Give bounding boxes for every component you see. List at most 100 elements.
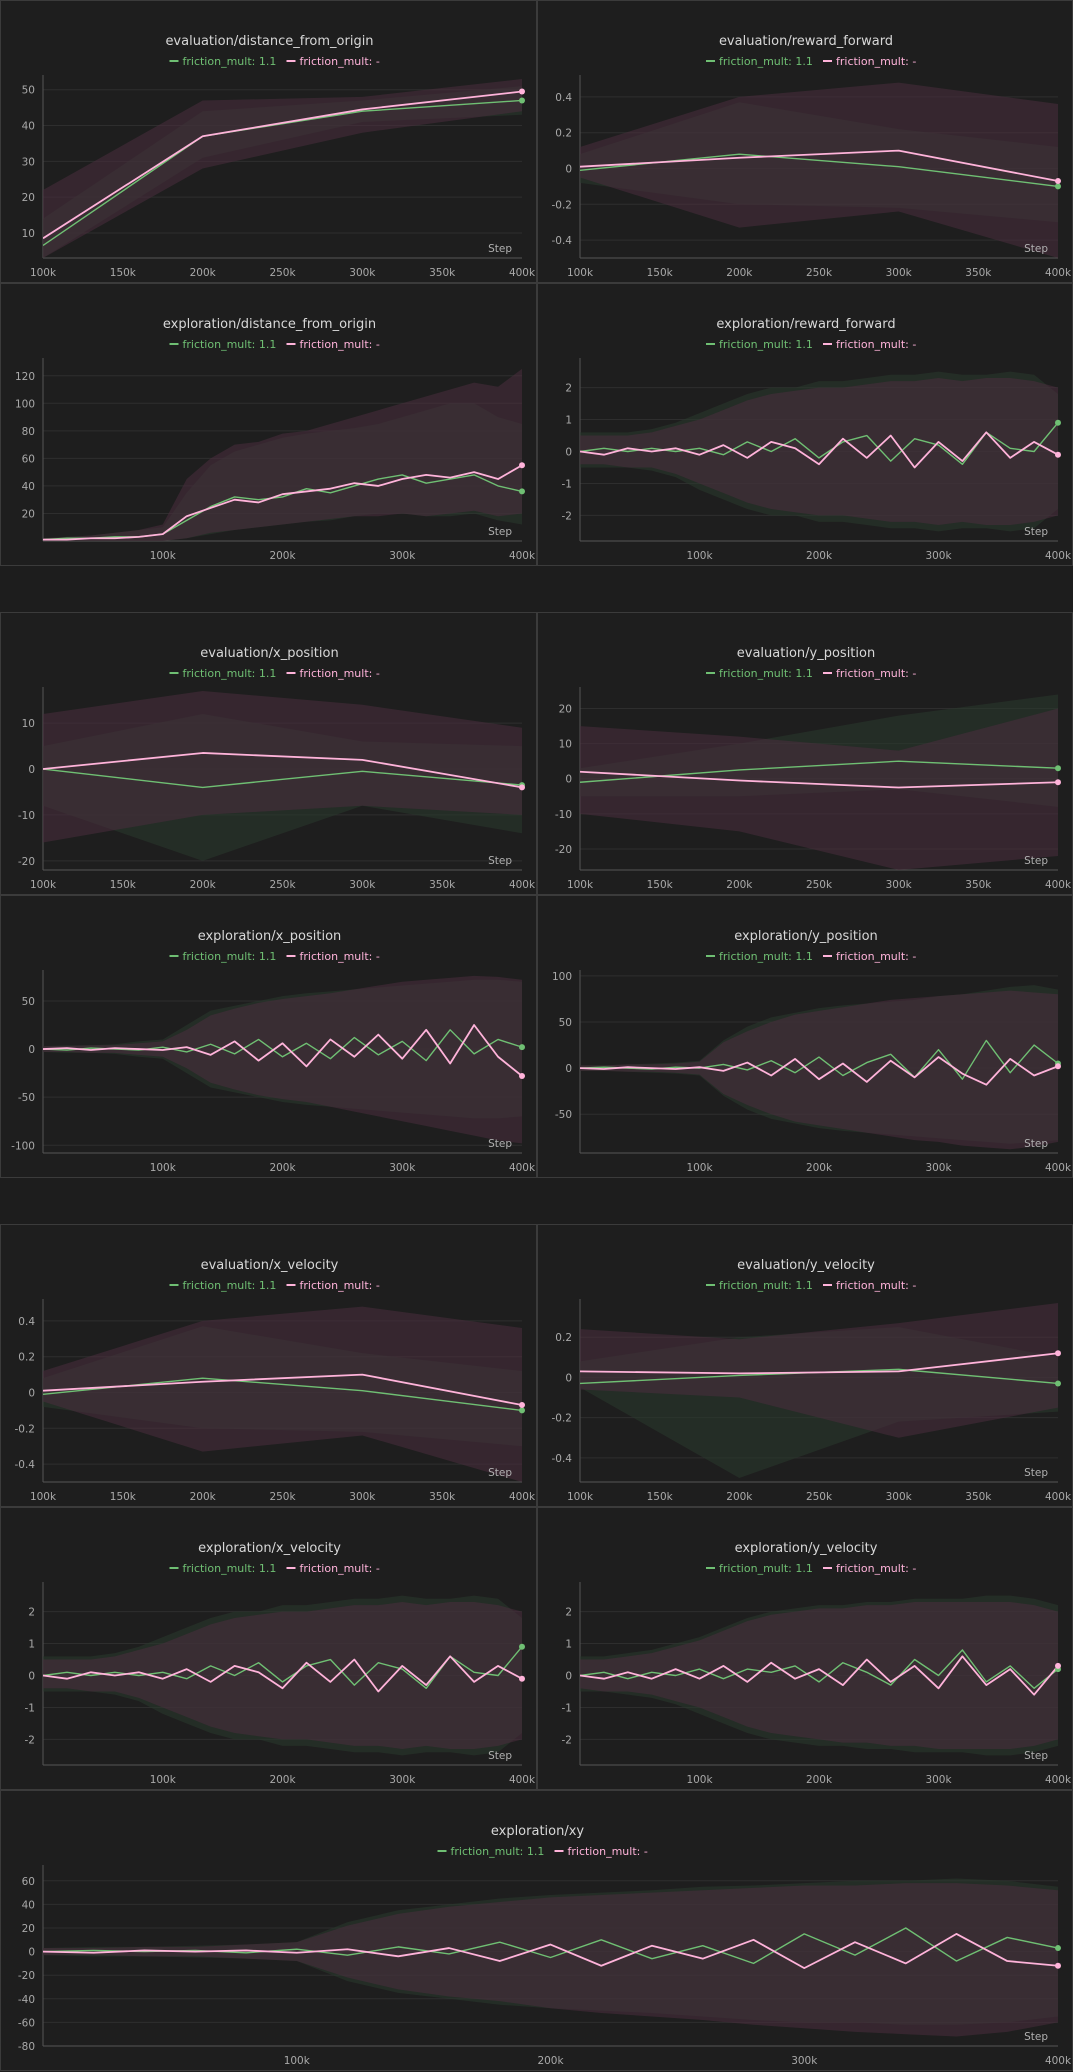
y-tick-label: 0 <box>28 1388 35 1400</box>
series-line-pink[interactable] <box>43 1024 523 1077</box>
chart-svg: exploration/x_position friction_mult: 1.1… <box>11 929 536 1174</box>
legend: friction_mult: 1.1 friction_mult: - <box>169 55 380 68</box>
y-tick-label: 60 <box>22 1876 35 1888</box>
x-tick-label: 100k <box>686 1162 713 1174</box>
chart-title: exploration/xy <box>491 1824 585 1839</box>
legend-label-pink: friction_mult: - <box>300 1279 380 1292</box>
y-tick-label: 0 <box>565 774 572 786</box>
y-tick-label: 0 <box>565 1063 572 1075</box>
y-tick-label: 20 <box>22 192 35 204</box>
series-line-green[interactable] <box>43 474 523 541</box>
y-tick-label: -0.2 <box>15 1423 36 1435</box>
series-line-pink[interactable] <box>43 464 523 541</box>
y-tick-label: -0.4 <box>552 235 573 247</box>
series-end-point-green <box>519 1407 525 1414</box>
plot-area <box>43 1878 1059 2037</box>
series-line-pink[interactable] <box>43 90 523 240</box>
x-tick-label: 400k <box>1045 1774 1072 1786</box>
x-tick-label: 100k <box>150 1774 177 1786</box>
y-tick-label: 60 <box>22 453 35 465</box>
x-axis-label: Step <box>488 855 512 867</box>
x-tick-label: 350k <box>429 879 456 891</box>
legend-label-pink: friction_mult: - <box>836 1279 916 1292</box>
chart-panel-evaluation-x-velocity: evaluation/x_velocity friction_mult: 1.1 f… <box>0 1224 537 1507</box>
y-tick-label: -80 <box>18 2041 35 2053</box>
y-tick-label: -1 <box>562 478 572 490</box>
band-pink <box>580 1601 1058 1750</box>
x-tick-label: 400k <box>509 1162 536 1174</box>
band-pink <box>580 708 1058 870</box>
x-tick-label: 250k <box>806 1491 833 1503</box>
x-tick-label: 150k <box>110 267 137 279</box>
plot-area <box>580 694 1059 870</box>
x-tick-label: 350k <box>429 1491 456 1503</box>
legend-label-green: friction_mult: 1.1 <box>183 338 277 351</box>
x-axis-label: Step <box>488 1138 512 1150</box>
series-line-pink[interactable] <box>43 1655 523 1693</box>
legend: friction_mult: 1.1 friction_mult: - <box>706 1279 916 1292</box>
series-end-point-pink <box>1055 178 1061 185</box>
y-tick-label: -20 <box>18 856 35 868</box>
band-pink <box>580 82 1058 258</box>
x-axis-label: Step <box>1024 1750 1048 1762</box>
chart-panel-evaluation-distance-from-origin: evaluation/distance_from_origin friction_… <box>0 0 537 283</box>
chart-svg: exploration/distance_from_origin friction… <box>15 317 536 562</box>
legend-label-green: friction_mult: 1.1 <box>183 950 277 963</box>
series-line-green[interactable] <box>580 1649 1059 1689</box>
series-line-green[interactable] <box>43 768 523 789</box>
x-tick-label: 200k <box>726 879 753 891</box>
chart-panel-exploration-x-velocity: exploration/x_velocity friction_mult: 1.1… <box>0 1507 537 1790</box>
y-tick-label: 10 <box>559 739 572 751</box>
series-line-pink[interactable] <box>43 1932 1059 1970</box>
series-line-green[interactable] <box>43 1029 523 1062</box>
x-tick-label: 250k <box>269 267 296 279</box>
legend-label-green: friction_mult: 1.1 <box>719 338 813 351</box>
legend-label-pink: friction_mult: - <box>836 667 916 680</box>
y-tick-label: 20 <box>22 1923 35 1935</box>
x-tick-label: 100k <box>30 879 57 891</box>
x-tick-label: 100k <box>686 550 713 562</box>
series-line-pink[interactable] <box>43 1373 523 1406</box>
series-line-pink[interactable] <box>580 1056 1059 1086</box>
y-tick-label: 0 <box>28 1044 35 1056</box>
y-tick-label: 100 <box>552 971 572 983</box>
x-tick-label: 250k <box>269 879 296 891</box>
y-tick-label: 0 <box>565 1671 572 1683</box>
series-line-pink[interactable] <box>580 149 1059 182</box>
x-tick-label: 200k <box>190 267 217 279</box>
band-pink <box>43 79 522 258</box>
chart-panel-exploration-distance-from-origin: exploration/distance_from_origin friction… <box>0 283 537 566</box>
legend-label-pink: friction_mult: - <box>300 950 380 963</box>
y-tick-label: 2 <box>565 383 572 395</box>
chart-title: exploration/y_position <box>734 929 878 944</box>
band-pink <box>580 377 1058 526</box>
plot-area <box>580 371 1059 532</box>
x-tick-label: 150k <box>110 879 137 891</box>
y-tick-label: -0.4 <box>15 1459 36 1471</box>
series-end-point-green <box>1055 419 1061 426</box>
y-tick-label: 40 <box>22 481 35 493</box>
series-end-point-green <box>1055 183 1061 190</box>
series-end-point-green <box>519 1643 525 1650</box>
chart-panel-exploration-reward-forward: exploration/reward_forward friction_mult:… <box>537 283 1073 566</box>
chart-panel-exploration-xy: exploration/xy friction_mult: 1.1 friction… <box>0 1790 1073 2071</box>
series-line-pink[interactable] <box>580 431 1059 469</box>
chart-panel-exploration-y-velocity: exploration/y_velocity friction_mult: 1.1… <box>537 1507 1073 1790</box>
series-line-pink[interactable] <box>580 770 1059 789</box>
series-end-point-pink <box>1055 1063 1061 1070</box>
chart-panel-evaluation-reward-forward: evaluation/reward_forward friction_mult: … <box>537 0 1073 283</box>
y-tick-label: 30 <box>22 156 35 168</box>
series-line-pink[interactable] <box>580 1352 1059 1375</box>
series-line-pink[interactable] <box>43 752 523 789</box>
legend: friction_mult: 1.1 friction_mult: - <box>169 950 380 963</box>
y-tick-label: 0.2 <box>555 128 572 140</box>
plot-area <box>580 985 1059 1150</box>
x-axis-label: Step <box>1024 2031 1048 2043</box>
series-line-pink[interactable] <box>580 1655 1059 1696</box>
y-tick-label: -1 <box>25 1702 35 1714</box>
legend-label-pink: friction_mult: - <box>836 338 916 351</box>
x-tick-label: 400k <box>1045 879 1072 891</box>
